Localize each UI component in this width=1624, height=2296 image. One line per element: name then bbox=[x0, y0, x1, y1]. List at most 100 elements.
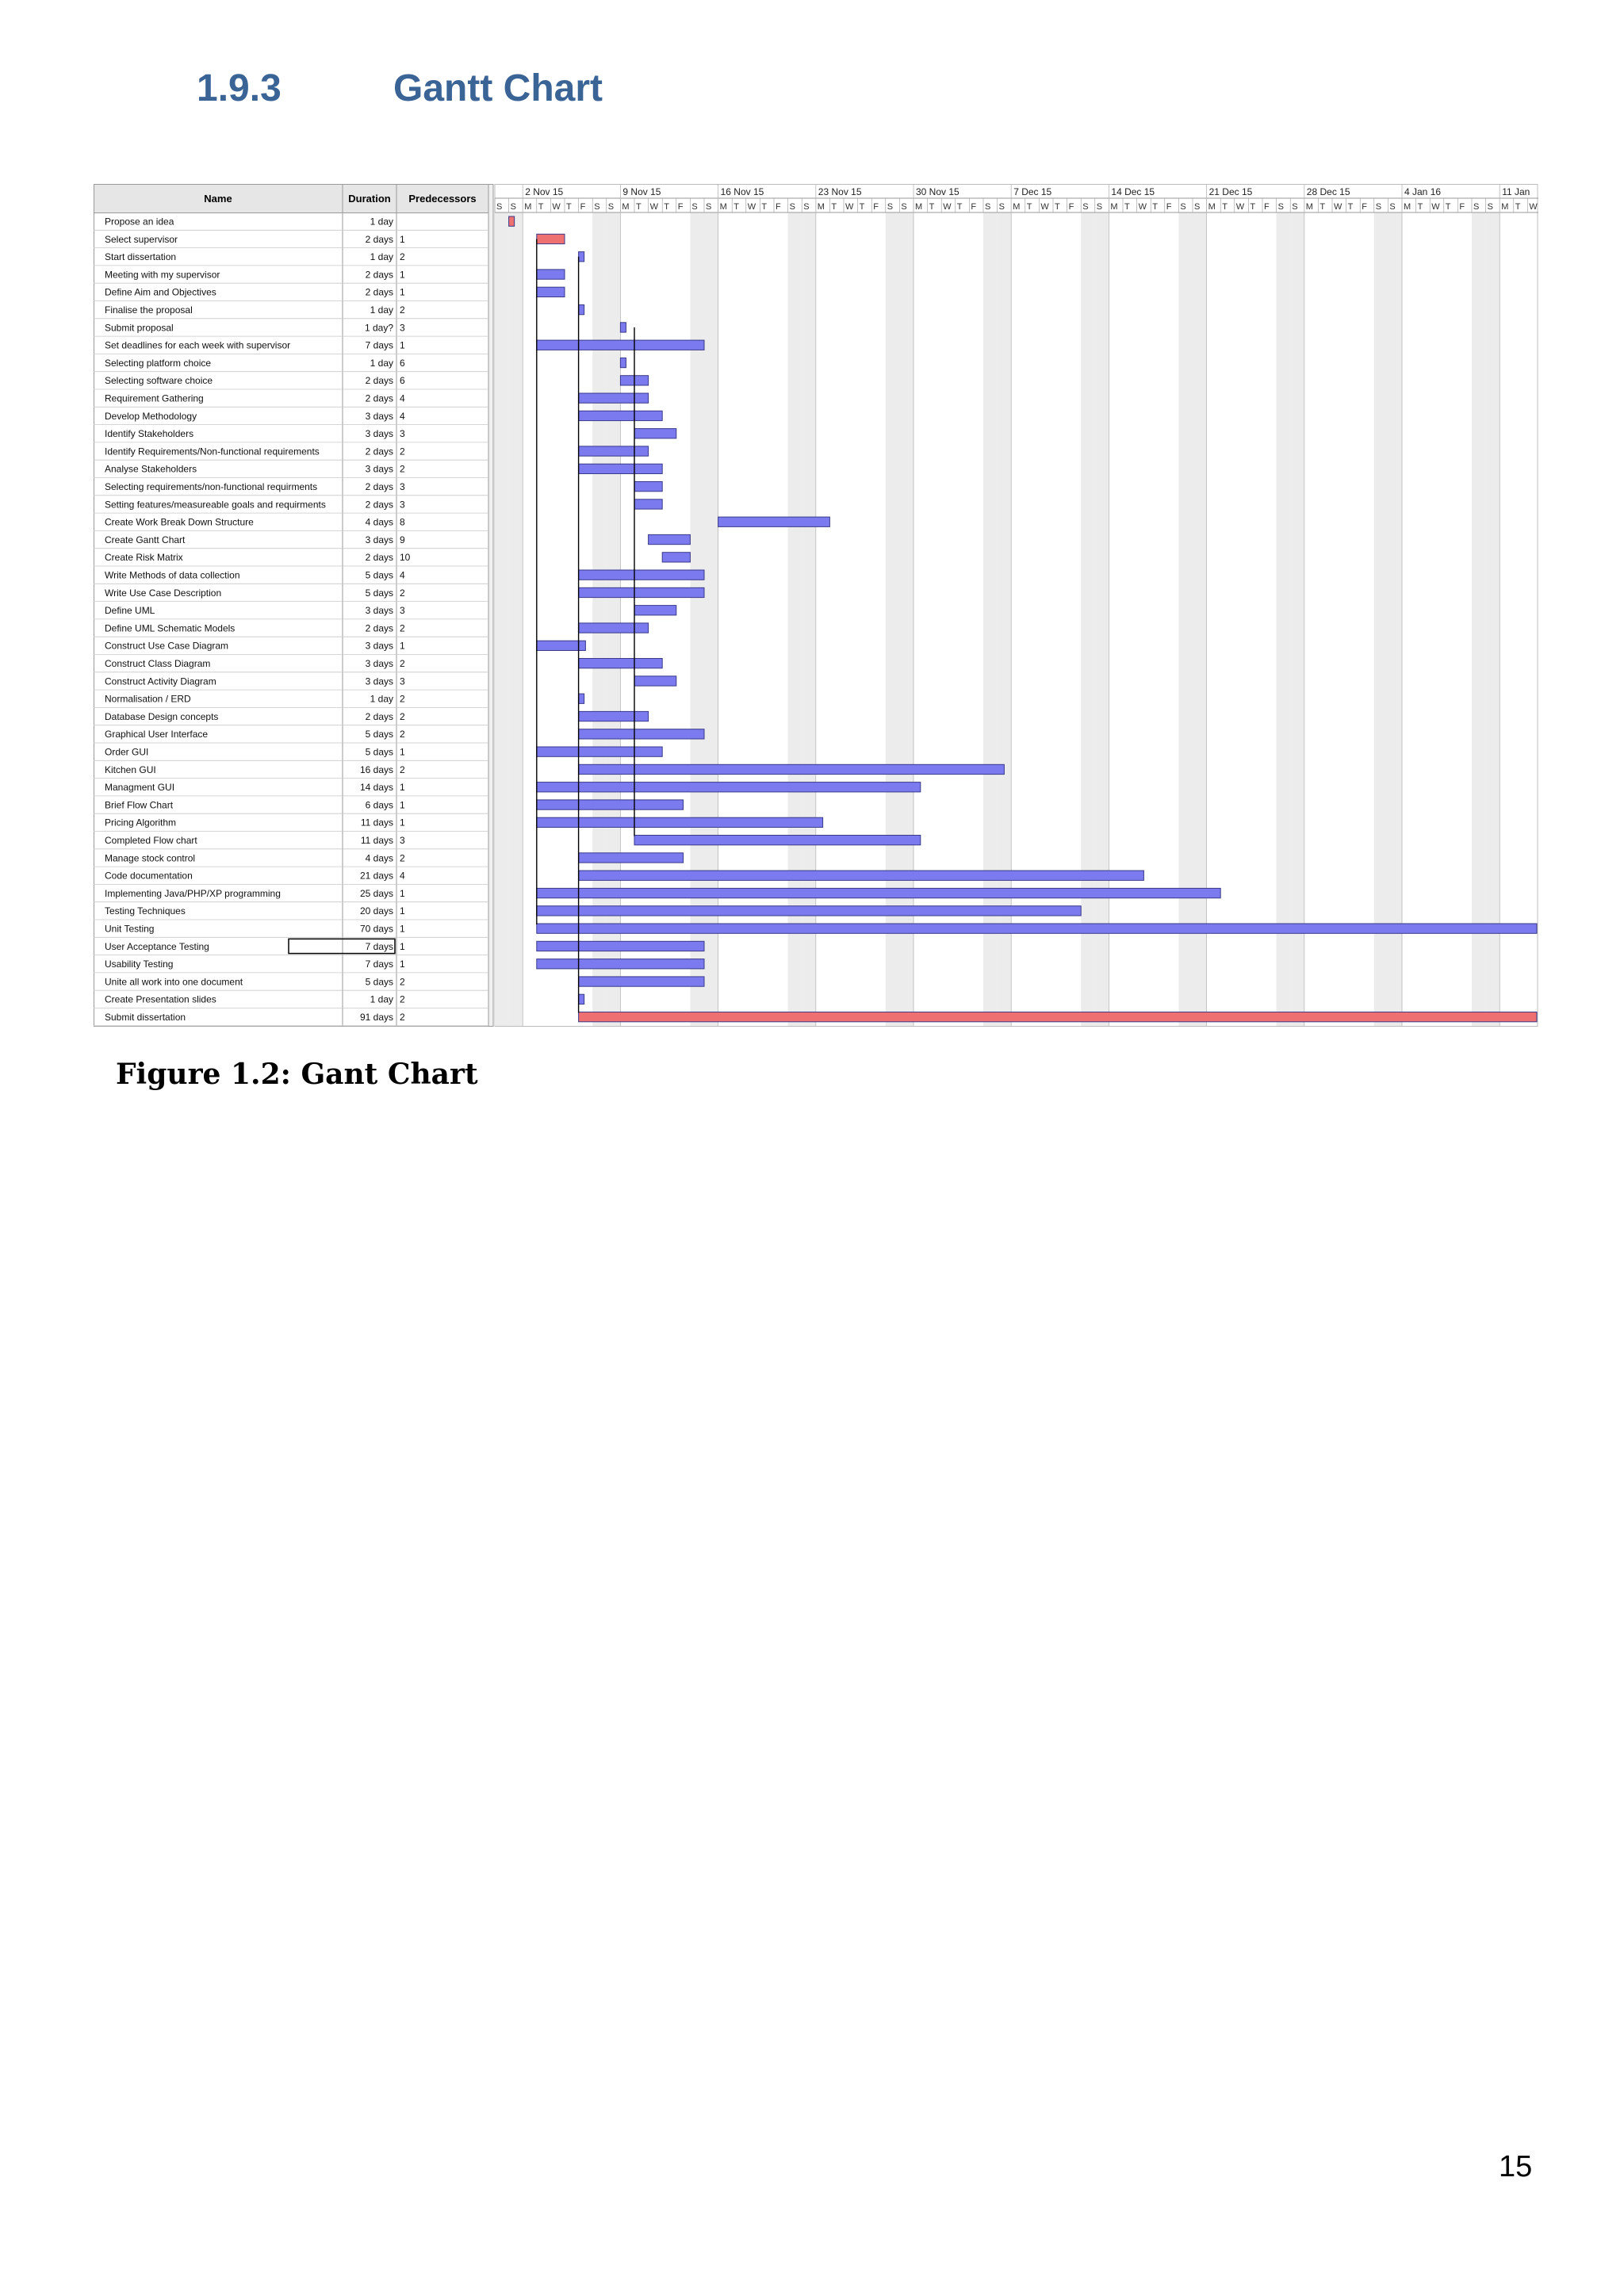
task-duration: 4 days bbox=[366, 517, 393, 528]
week-label: 11 Jan bbox=[1502, 186, 1530, 197]
task-bar bbox=[536, 959, 705, 970]
task-predecessors: 4 bbox=[400, 393, 405, 404]
weekend-shade bbox=[508, 212, 523, 1026]
task-name: Normalisation / ERD bbox=[105, 694, 191, 705]
weekend-shade bbox=[885, 212, 900, 1026]
task-name: Setting features/measureable goals and r… bbox=[105, 499, 326, 510]
task-predecessors: 2 bbox=[400, 587, 405, 599]
task-duration: 3 days bbox=[366, 428, 393, 439]
task-bar bbox=[536, 746, 663, 757]
weekend-shade bbox=[704, 212, 718, 1026]
task-duration: 1 day bbox=[370, 994, 393, 1005]
day-letter: T bbox=[1446, 202, 1451, 212]
day-letter: W bbox=[748, 202, 756, 212]
day-letter: F bbox=[1362, 202, 1367, 212]
task-duration: 1 day bbox=[370, 216, 393, 228]
weekend-shade bbox=[802, 212, 816, 1026]
task-duration: 1 day bbox=[370, 358, 393, 369]
task-predecessors: 1 bbox=[400, 924, 405, 935]
weekend-shade bbox=[1485, 212, 1500, 1026]
task-name: Implementing Java/PHP/XP programming bbox=[105, 888, 281, 899]
task-duration: 2 days bbox=[366, 446, 393, 457]
day-letter: M bbox=[524, 202, 531, 212]
task-bar bbox=[536, 940, 705, 952]
task-predecessors: 4 bbox=[400, 570, 405, 581]
task-duration: 20 days bbox=[360, 905, 393, 916]
task-name: Selecting platform choice bbox=[105, 358, 211, 369]
day-letter: T bbox=[1250, 202, 1255, 212]
task-bar bbox=[634, 675, 677, 687]
task-duration: 16 days bbox=[360, 764, 393, 775]
day-letter: W bbox=[650, 202, 659, 212]
task-name: Kitchen GUI bbox=[105, 764, 156, 775]
day-letter: F bbox=[873, 202, 879, 212]
task-name: Pricing Algorithm bbox=[105, 817, 176, 828]
task-predecessors: 4 bbox=[400, 871, 405, 882]
task-predecessors: 2 bbox=[400, 1012, 405, 1023]
task-name: Order GUI bbox=[105, 747, 148, 758]
task-bar bbox=[508, 216, 515, 227]
task-name: Set deadlines for each week with supervi… bbox=[105, 340, 290, 351]
splitter bbox=[488, 184, 494, 1027]
task-predecessors: 1 bbox=[400, 905, 405, 916]
day-letter: M bbox=[915, 202, 922, 212]
task-bar bbox=[718, 516, 830, 527]
task-predecessors: 6 bbox=[400, 358, 405, 369]
task-bar bbox=[578, 463, 663, 475]
task-bar bbox=[536, 286, 565, 297]
task-duration: 2 days bbox=[366, 393, 393, 404]
day-letter: W bbox=[1529, 202, 1538, 212]
weekend-shade bbox=[592, 212, 607, 1026]
day-letter: S bbox=[691, 202, 697, 212]
task-name: Testing Techniques bbox=[105, 905, 186, 916]
task-name: Propose an idea bbox=[105, 216, 174, 228]
task-bar bbox=[578, 587, 705, 599]
day-letter: T bbox=[957, 202, 963, 212]
task-name: Create Risk Matrix bbox=[105, 552, 183, 563]
weekend-shade bbox=[1081, 212, 1095, 1026]
task-predecessors: 2 bbox=[400, 994, 405, 1005]
task-bar bbox=[536, 887, 1221, 899]
task-duration: 5 days bbox=[366, 570, 393, 581]
column-header-name: Name bbox=[204, 193, 232, 205]
task-bar bbox=[578, 693, 585, 704]
task-duration: 2 days bbox=[366, 499, 393, 510]
day-letter: M bbox=[1013, 202, 1020, 212]
day-letter: T bbox=[1055, 202, 1060, 212]
week-label: 9 Nov 15 bbox=[622, 186, 661, 197]
task-name: Select supervisor bbox=[105, 234, 178, 245]
task-duration: 2 days bbox=[366, 375, 393, 386]
day-letter: M bbox=[1208, 202, 1216, 212]
task-predecessors: 3 bbox=[400, 499, 405, 510]
weekend-shade bbox=[983, 212, 998, 1026]
task-name: Unite all work into one document bbox=[105, 976, 243, 987]
day-letter: F bbox=[1069, 202, 1074, 212]
task-predecessors: 2 bbox=[400, 658, 405, 669]
task-duration: 3 days bbox=[366, 464, 393, 475]
selected-cell bbox=[288, 938, 396, 955]
task-duration: 4 days bbox=[366, 852, 393, 863]
task-duration: 3 days bbox=[366, 641, 393, 652]
day-letter: W bbox=[552, 202, 561, 212]
task-name: Unit Testing bbox=[105, 924, 154, 935]
week-label: 7 Dec 15 bbox=[1013, 186, 1051, 197]
task-name: Construct Class Diagram bbox=[105, 658, 210, 669]
task-duration: 5 days bbox=[366, 976, 393, 987]
task-bar bbox=[578, 410, 663, 422]
task-duration: 2 days bbox=[366, 552, 393, 563]
day-letter: M bbox=[1501, 202, 1508, 212]
task-duration: 5 days bbox=[366, 587, 393, 599]
section-title: Gantt Chart bbox=[393, 67, 603, 109]
day-letter: M bbox=[622, 202, 629, 212]
task-name: Completed Flow chart bbox=[105, 835, 197, 846]
weekend-shade bbox=[1178, 212, 1193, 1026]
day-letter: M bbox=[1110, 202, 1117, 212]
task-duration: 2 days bbox=[366, 287, 393, 298]
week-label: 28 Dec 15 bbox=[1307, 186, 1350, 197]
task-duration: 2 days bbox=[366, 481, 393, 492]
task-predecessors: 2 bbox=[400, 729, 405, 740]
task-bar bbox=[578, 1012, 1538, 1023]
week-label: 4 Jan 16 bbox=[1404, 186, 1441, 197]
task-predecessors: 2 bbox=[400, 622, 405, 633]
